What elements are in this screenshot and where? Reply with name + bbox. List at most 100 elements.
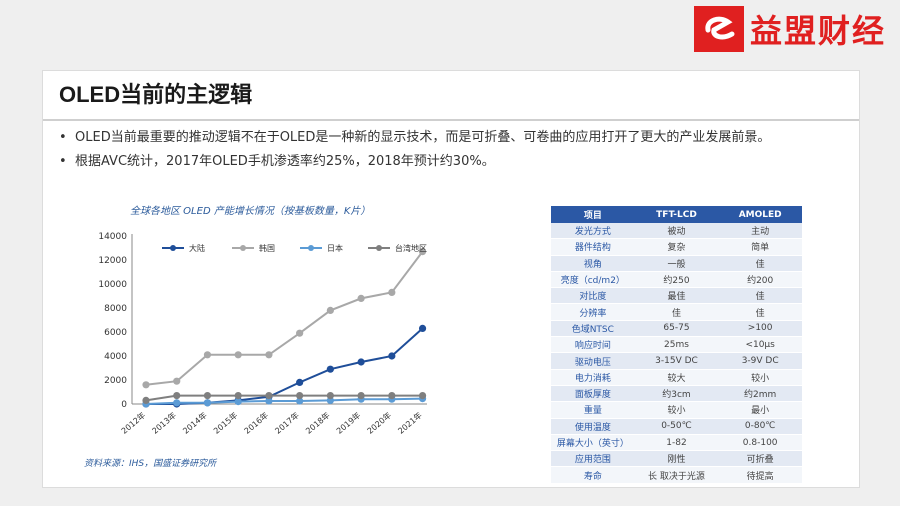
table-row: 寿命长 取决于光源 待提高 xyxy=(551,466,802,484)
y-tick-label: 0 xyxy=(121,400,127,410)
table-cell: 复杂 xyxy=(634,238,719,256)
series-line xyxy=(146,327,424,405)
brand-logo: 益盟财经 xyxy=(693,6,886,52)
data-point xyxy=(296,392,304,400)
table-cell: 简单 xyxy=(718,238,802,256)
table-cell: 待提高 xyxy=(718,466,802,484)
table-cell: 色域NTSC xyxy=(551,320,635,338)
table-row: 重量 较小 最小 xyxy=(551,401,802,419)
table-cell: 电力消耗 xyxy=(551,369,635,386)
legend-marker xyxy=(308,245,314,251)
data-point xyxy=(326,392,334,400)
x-tick-label: 2016年 xyxy=(242,410,270,436)
title-divider xyxy=(43,119,859,121)
x-tick-label: 2012年 xyxy=(119,410,147,436)
table-row: 响应时间 25ms <10μs xyxy=(551,336,802,354)
table-cell: 1-82 xyxy=(634,434,719,452)
table-row: 使用温度 0-50℃ 0-80℃ xyxy=(551,418,802,435)
x-tick-label: 2017年 xyxy=(273,410,301,436)
table-header-cell: AMOLED xyxy=(718,206,802,223)
table-row: 分辨率佳佳 xyxy=(551,303,802,321)
bullet-dot-icon: • xyxy=(59,154,67,169)
y-tick-label: 4000 xyxy=(104,352,127,362)
table-row: 驱动电压 3-15V DC 3-9V DC xyxy=(551,352,802,370)
bullet-item: • 根据AVC统计，2017年OLED手机渗透率约25%，2018年预计约30%… xyxy=(59,151,849,173)
data-point xyxy=(234,351,242,359)
table-row: 应用范围 刚性 可折叠 xyxy=(551,450,802,468)
table-cell: 被动 xyxy=(634,223,719,240)
table-cell: 视角 xyxy=(551,255,635,272)
table-row: 器件结构 复杂 简单 xyxy=(551,238,802,256)
series-line xyxy=(145,394,423,402)
table-body: 发光方式 被动 主动 器件结构 复杂 简单 视角 一般佳亮度（cd/m2） 约250 约200 对比… xyxy=(551,223,802,484)
data-point xyxy=(418,392,427,400)
table-cell: 25ms xyxy=(634,336,719,354)
slide-title: OLED当前的主逻辑 xyxy=(59,82,253,107)
data-point xyxy=(326,306,334,314)
bullet-dot-icon: • xyxy=(59,130,67,145)
x-tick-label: 2018年 xyxy=(304,410,332,436)
data-point xyxy=(234,398,242,406)
table-row: 电力消耗 较大 较小 xyxy=(551,369,802,386)
data-point xyxy=(173,392,181,400)
data-point xyxy=(203,351,212,359)
table-cell: 亮度（cd/m2） xyxy=(551,271,635,289)
series-line xyxy=(145,250,424,386)
table-row: 发光方式 被动 主动 xyxy=(551,223,802,240)
y-tick-label: 8000 xyxy=(104,304,127,314)
table-cell: 寿命 xyxy=(551,466,635,484)
y-tick-label: 14000 xyxy=(98,232,127,242)
table-cell: 65-75 xyxy=(634,320,719,338)
table-cell: 可折叠 xyxy=(718,450,802,468)
data-point xyxy=(265,351,273,359)
x-tick-label: 2014年 xyxy=(181,410,209,436)
table-row: 色域NTSC 65-75 >100 xyxy=(551,320,802,338)
y-tick-label: 12000 xyxy=(98,256,127,266)
table-cell: 约250 xyxy=(634,271,719,289)
table-cell: 发光方式 xyxy=(551,223,635,240)
table-row: 对比度 最佳佳 xyxy=(551,287,802,305)
table-cell: 0-50℃ xyxy=(634,418,719,435)
data-point xyxy=(326,365,334,373)
data-point xyxy=(357,358,365,366)
table-row: 亮度（cd/m2） 约250 约200 xyxy=(551,271,802,289)
table-cell: 约2mm xyxy=(718,385,802,403)
table-cell: >100 xyxy=(718,320,802,338)
data-point xyxy=(388,392,396,400)
legend-label: 大陆 xyxy=(189,243,205,253)
bullet-item: • OLED当前最重要的推动逻辑不在于OLED是一种新的显示技术，而是可折叠、可… xyxy=(59,127,849,149)
data-point xyxy=(296,329,304,337)
table-cell: 佳 xyxy=(634,303,719,321)
table-row: 屏幕大小（英寸） 1-82 0.8-100 xyxy=(551,434,802,452)
table-cell: 对比度 xyxy=(551,287,635,305)
data-point xyxy=(296,378,304,386)
x-tick-label: 2015年 xyxy=(211,410,239,436)
table-cell: 较小 xyxy=(718,369,802,386)
legend-label: 台湾地区 xyxy=(395,243,427,253)
table-cell: 最佳 xyxy=(634,287,719,305)
table-header-cell: TFT-LCD xyxy=(634,206,719,223)
table-cell: 响应时间 xyxy=(551,336,635,354)
y-tick-label: 2000 xyxy=(104,376,127,386)
table-cell: 器件结构 xyxy=(551,238,635,256)
table-cell: 刚性 xyxy=(634,450,719,468)
table-cell: 使用温度 xyxy=(551,418,635,435)
table-cell: 长 取决于光源 xyxy=(634,466,719,484)
legend-marker xyxy=(240,245,246,251)
table-cell: 0-80℃ xyxy=(718,418,802,435)
data-point xyxy=(296,397,304,405)
data-point xyxy=(142,396,150,404)
table-cell: 应用范围 xyxy=(551,450,635,468)
table-header-cell: 项目 xyxy=(551,206,635,223)
table-cell: 重量 xyxy=(551,401,635,419)
data-point xyxy=(142,381,150,389)
legend-marker xyxy=(376,245,382,251)
data-point xyxy=(234,392,242,400)
series-line xyxy=(145,397,423,405)
table-header-row: 项目 TFT-LCD AMOLED xyxy=(551,206,802,223)
legend-label: 日本 xyxy=(327,243,343,253)
x-tick-label: 2020年 xyxy=(365,410,393,436)
data-point xyxy=(418,248,427,256)
table-cell: 最小 xyxy=(718,401,802,419)
table-cell: 约200 xyxy=(718,271,802,289)
